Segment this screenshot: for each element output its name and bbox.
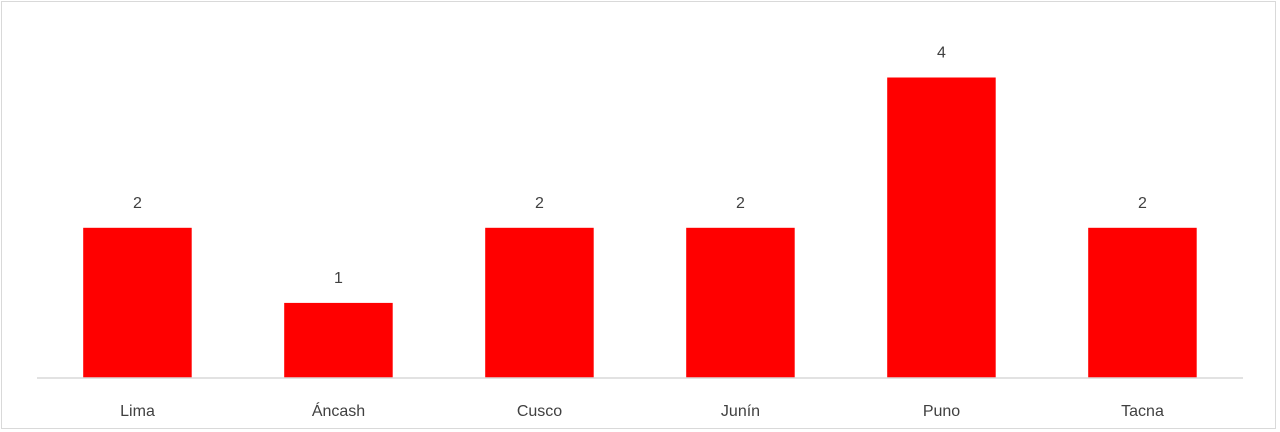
- category-label-2: Cusco: [517, 403, 562, 420]
- bar-2: [485, 227, 594, 379]
- category-label-0: Lima: [120, 403, 155, 420]
- data-labels-group: 2 1 2 2 4 2: [133, 45, 1147, 287]
- data-label-5: 2: [1138, 195, 1147, 212]
- bar-3: [686, 227, 795, 379]
- data-label-3: 2: [736, 195, 745, 212]
- category-label-1: Áncash: [312, 401, 365, 420]
- category-label-3: Junín: [721, 403, 760, 420]
- bar-5: [1088, 227, 1197, 379]
- data-label-0: 2: [133, 195, 142, 212]
- bar-4: [887, 77, 996, 378]
- category-label-4: Puno: [923, 403, 960, 420]
- data-label-1: 1: [334, 270, 343, 287]
- data-label-4: 4: [937, 45, 946, 62]
- bar-1: [284, 302, 393, 378]
- category-label-5: Tacna: [1121, 403, 1164, 420]
- bars-group: [83, 77, 1197, 379]
- category-labels-group: Lima Áncash Cusco Junín Puno Tacna: [120, 401, 1164, 420]
- bar-0: [83, 227, 192, 379]
- data-label-2: 2: [535, 195, 544, 212]
